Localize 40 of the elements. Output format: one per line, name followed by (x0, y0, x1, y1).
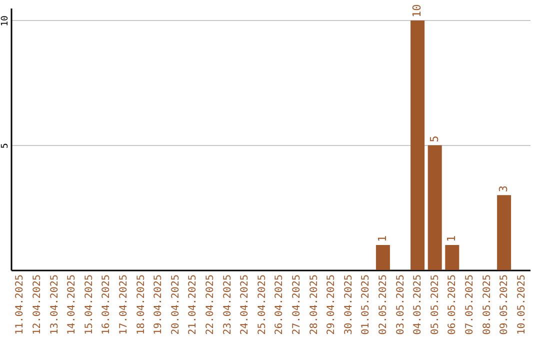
data-label: 1 (376, 235, 389, 242)
data-label: 10 (410, 4, 424, 18)
x-tick-label: 04.05.2025 (412, 274, 424, 335)
x-tick-label: 19.04.2025 (153, 274, 164, 335)
x-tick-label: 23.04.2025 (222, 274, 234, 335)
bar (376, 245, 390, 270)
x-tick-label: 29.04.2025 (326, 274, 338, 335)
x-tick-label: 12.04.2025 (32, 274, 43, 335)
data-label: 5 (428, 136, 441, 142)
x-tick-label: 28.04.2025 (308, 274, 320, 335)
x-tick-label: 08.05.2025 (482, 274, 493, 335)
x-tick-label: 25.04.2025 (256, 274, 268, 335)
x-tick-label: 26.04.2025 (274, 274, 286, 335)
x-tick-label: 02.05.2025 (378, 274, 389, 335)
bar (497, 195, 512, 270)
x-tick-label: 30.04.2025 (343, 274, 354, 335)
bar (428, 145, 442, 270)
x-tick-label: 03.05.2025 (395, 274, 406, 335)
x-tick-label: 18.04.2025 (136, 274, 147, 335)
x-tick-label: 20.04.2025 (170, 274, 182, 335)
x-tick-label: 09.05.2025 (499, 274, 510, 335)
x-tick-label: 06.05.2025 (447, 274, 458, 335)
bar (410, 20, 425, 270)
x-tick-label: 01.05.2025 (360, 274, 372, 335)
x-tick-label: 22.04.2025 (204, 274, 216, 335)
x-tick-label: 05.05.2025 (430, 274, 441, 335)
x-tick-label: 17.04.2025 (118, 274, 130, 335)
x-tick-label: 24.04.2025 (240, 274, 251, 335)
x-tick-label: 21.04.2025 (188, 274, 199, 335)
x-tick-label: 27.04.2025 (291, 274, 302, 335)
x-tick-label: 16.04.2025 (101, 274, 112, 335)
bar (445, 245, 460, 270)
x-tick-label: 15.04.2025 (84, 274, 95, 335)
x-tick-label: 13.04.2025 (49, 274, 60, 335)
data-label: 3 (497, 186, 510, 192)
x-tick-label: 07.05.2025 (464, 274, 476, 335)
x-tick-label: 11.04.2025 (14, 274, 26, 335)
x-tick-label: 14.04.2025 (66, 274, 78, 335)
data-label: 1 (445, 235, 458, 242)
x-tick-label: 10.05.2025 (516, 274, 528, 335)
